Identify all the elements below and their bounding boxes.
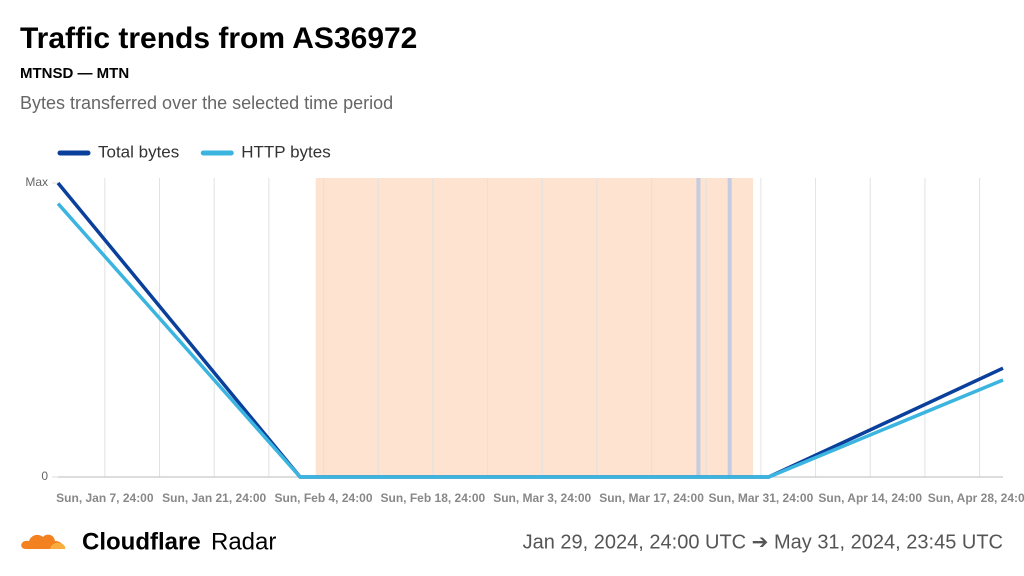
x-tick-label: Sun, Mar 31, 24:00	[709, 491, 814, 505]
brand-name: Cloudflare	[82, 528, 201, 555]
y-tick-label: Max	[25, 175, 48, 189]
x-tick-label: Sun, Feb 18, 24:00	[381, 491, 486, 505]
series-line	[56, 202, 1004, 479]
x-tick-label: Sun, Apr 28, 24:00	[928, 491, 1024, 505]
chart-description: Bytes transferred over the selected time…	[20, 93, 393, 113]
x-tick-label: Sun, Feb 4, 24:00	[275, 491, 373, 505]
logo	[21, 534, 66, 549]
highlight-region	[315, 178, 754, 477]
y-tick-label: 0	[41, 469, 48, 483]
legend-label: Total bytes	[98, 142, 179, 161]
date-range: Jan 29, 2024, 24:00 UTC ➔ May 31, 2024, …	[523, 531, 1003, 553]
legend-label: HTTP bytes	[241, 142, 330, 161]
x-tick-label: Sun, Mar 3, 24:00	[493, 491, 591, 505]
chart-subtitle: MTNSD — MTN	[20, 65, 129, 82]
x-tick-label: Sun, Jan 7, 24:00	[56, 491, 154, 505]
chart-title: Traffic trends from AS36972	[20, 22, 417, 55]
x-tick-label: Sun, Mar 17, 24:00	[599, 491, 704, 505]
x-tick-label: Sun, Jan 21, 24:00	[162, 491, 266, 505]
product-name: Radar	[211, 528, 276, 555]
x-tick-label: Sun, Apr 14, 24:00	[818, 491, 922, 505]
